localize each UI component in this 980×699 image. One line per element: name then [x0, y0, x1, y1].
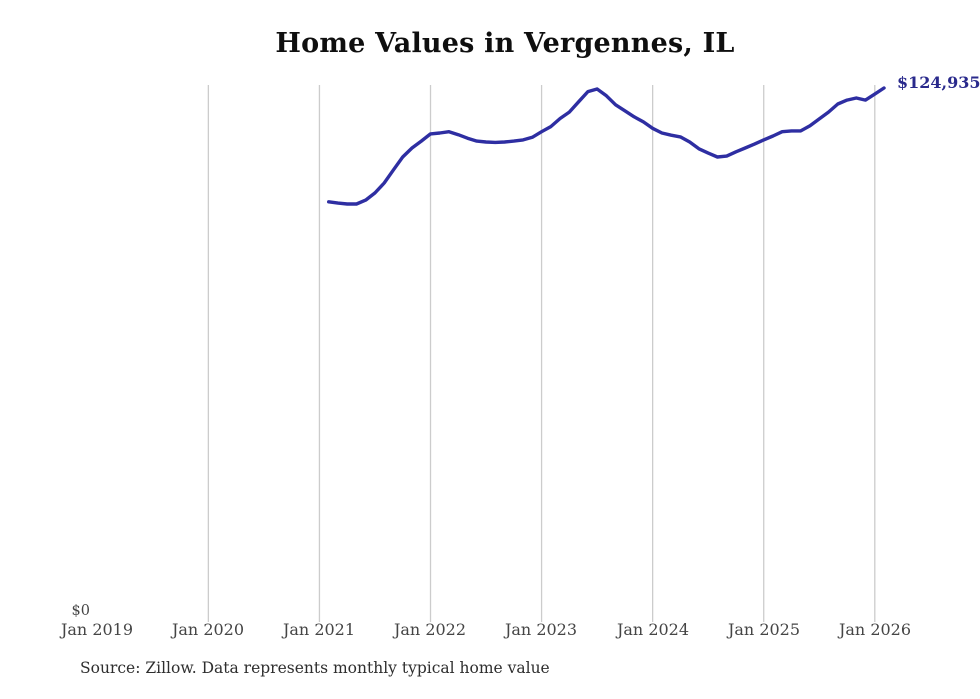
x-axis-label-jan-2019: Jan 2019 [60, 620, 134, 639]
x-axis-label-jan-2020: Jan 2020 [171, 620, 245, 639]
x-axis-label-jan-2022: Jan 2022 [393, 620, 467, 639]
home-value-line-series [327, 86, 886, 206]
y-axis-zero-label: $0 [71, 603, 90, 619]
x-axis-label-jan-2026: Jan 2026 [838, 620, 912, 639]
chart-title: Home Values in Vergennes, IL [275, 28, 735, 59]
x-axis-label-jan-2024: Jan 2024 [616, 620, 690, 639]
source-note: Source: Zillow. Data represents monthly … [80, 659, 550, 677]
x-axis-label-jan-2025: Jan 2025 [727, 620, 801, 639]
x-axis-label-jan-2023: Jan 2023 [504, 620, 578, 639]
vertical-gridlines [207, 85, 876, 622]
x-axis-label-jan-2021: Jan 2021 [282, 620, 356, 639]
latest-value-label: $124,935 [897, 73, 980, 92]
